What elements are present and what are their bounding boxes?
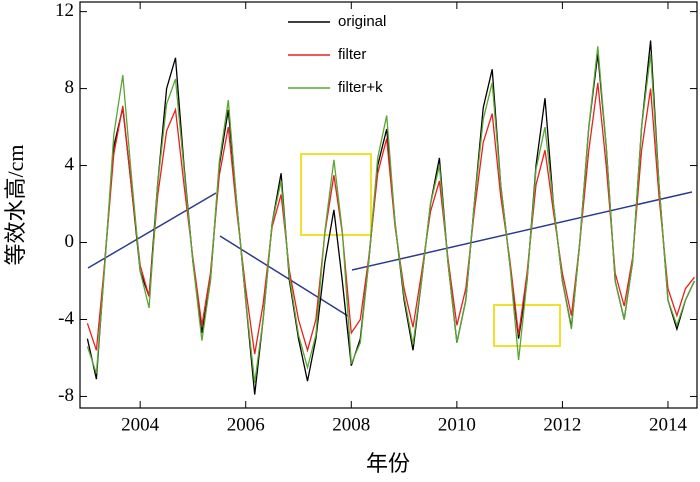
x-tick-label: 2014 [649,414,688,435]
legend-label: filter+k [338,79,383,96]
x-tick-label: 2004 [121,414,160,435]
trend-line [87,192,217,269]
y-tick-label: 0 [65,231,75,252]
series-line [86,40,695,395]
y-tick-label: -8 [58,385,74,406]
y-tick-label: 8 [65,77,75,98]
x-tick-label: 2010 [438,414,476,435]
trend-line [351,191,693,271]
x-axis-title: 年份 [366,451,410,476]
y-tick-label: 12 [55,0,74,21]
highlight-box [493,304,561,347]
series-line [86,46,695,384]
legend-label: filter [338,46,366,63]
highlight-box [300,153,372,236]
plot-frame [79,1,698,409]
y-axis-title: 等效水高/cm [3,145,28,266]
legend-label: original [338,13,386,30]
highlight-boxes [300,153,561,347]
trend-line [219,235,349,317]
y-tick-label: 4 [65,154,75,175]
x-tick-label: 2008 [332,414,370,435]
trend-lines [87,191,693,317]
y-tick-label: -4 [58,308,74,329]
series-line [86,82,695,355]
x-tick-label: 2012 [543,414,581,435]
x-tick-label: 2006 [227,414,265,435]
